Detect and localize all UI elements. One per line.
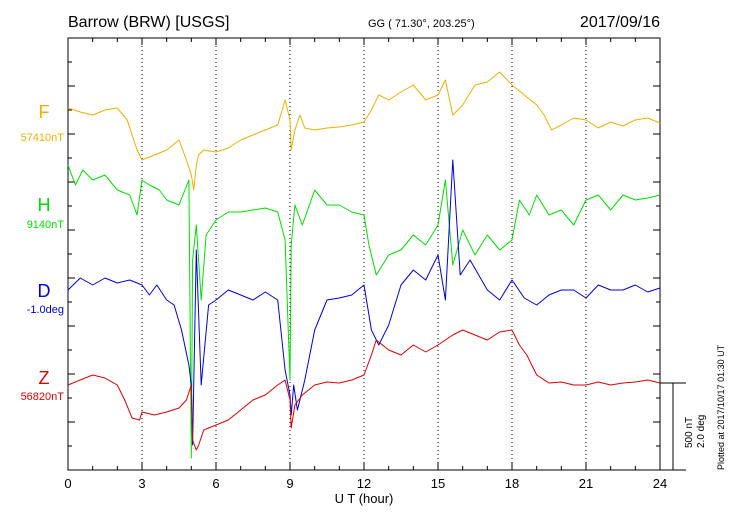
x-axis-label: U T (hour) [335, 491, 394, 506]
x-tick-label: 21 [579, 476, 593, 491]
scale-label-deg: 2.0 deg [696, 415, 707, 448]
chart-date: 2017/09/16 [580, 14, 660, 31]
component-labels: F 57410nT H 9140nT D -1.0deg Z 56820nT [21, 102, 65, 403]
series-f-line [67, 71, 661, 191]
component-label-z: Z [39, 368, 50, 388]
x-tick-label: 15 [431, 476, 445, 491]
component-label-d: D [38, 281, 51, 301]
station-title: Barrow (BRW) [USGS] [68, 14, 230, 31]
series-h-line [67, 164, 661, 459]
baseline-label-d: -1.0deg [27, 304, 64, 316]
x-tick-label: 0 [64, 476, 71, 491]
x-tick-label: 24 [653, 476, 667, 491]
scale-label-nt: 500 nT [684, 417, 695, 448]
component-label-f: F [39, 102, 50, 122]
x-tick-label: 9 [286, 476, 293, 491]
series-group [67, 71, 661, 459]
x-tick-label: 18 [505, 476, 519, 491]
plotted-timestamp: Plotted at 2017/10/17 01:30 UT [716, 344, 726, 470]
baseline-label-f: 57410nT [21, 132, 65, 144]
x-tick-label: 6 [212, 476, 219, 491]
series-d-line [67, 159, 661, 446]
station-coords: GG ( 71.30°, 203.25°) [368, 18, 475, 30]
series-z-line [67, 329, 661, 451]
baseline-label-z: 56820nT [21, 391, 65, 403]
grid [141, 38, 587, 470]
component-label-h: H [38, 195, 51, 215]
tick-marks [67, 38, 661, 470]
x-tick-label: 3 [138, 476, 145, 491]
baseline-label-h: 9140nT [27, 219, 65, 231]
x-tick-label: 12 [357, 476, 371, 491]
x-tick-labels: 0 3 6 9 12 15 18 21 24 [64, 476, 667, 491]
